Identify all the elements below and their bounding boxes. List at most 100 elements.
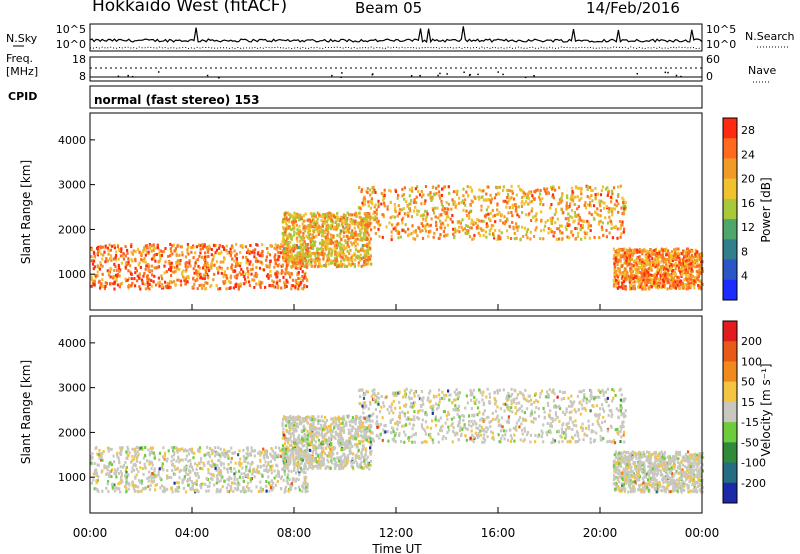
data-cell: [623, 275, 626, 278]
data-cell: [512, 225, 515, 229]
data-cell: [319, 264, 322, 268]
data-cell: [545, 192, 548, 196]
data-cell: [611, 213, 614, 217]
data-cell: [213, 272, 216, 276]
data-cell: [150, 467, 153, 471]
data-cell: [344, 241, 348, 245]
data-cell: [482, 219, 485, 223]
data-cell: [622, 252, 625, 256]
data-cell: [170, 446, 173, 449]
data-cell: [692, 282, 695, 286]
data-cell: [411, 189, 414, 193]
data-cell: [333, 426, 336, 430]
data-cell: [285, 258, 288, 261]
data-cell: [547, 227, 550, 231]
data-cell: [291, 278, 295, 282]
data-cell: [274, 272, 277, 276]
data-cell: [202, 284, 205, 288]
data-cell: [518, 187, 522, 191]
data-cell: [223, 466, 226, 470]
data-cell: [369, 451, 372, 455]
data-cell: [696, 262, 699, 266]
data-cell: [447, 202, 450, 206]
data-cell: [512, 197, 516, 201]
data-cell: [302, 258, 305, 262]
data-cell: [261, 489, 264, 493]
data-cell: [554, 208, 557, 212]
data-cell: [420, 202, 423, 206]
data-cell: [148, 264, 151, 268]
data-cell: [694, 255, 697, 258]
data-cell: [157, 473, 160, 477]
data-cell: [116, 487, 120, 491]
data-cell: [613, 262, 616, 266]
data-cell: [617, 285, 621, 289]
data-cell: [267, 475, 270, 479]
data-cell: [547, 231, 550, 235]
data-cell: [110, 448, 113, 451]
data-cell: [283, 490, 286, 494]
data-cell: [299, 236, 303, 240]
data-cell: [528, 212, 531, 216]
data-cell: [119, 453, 123, 456]
data-cell: [507, 199, 510, 203]
data-cell: [299, 230, 302, 234]
data-cell: [369, 193, 372, 197]
data-cell: [116, 283, 120, 287]
data-cell: [168, 262, 171, 266]
data-cell: [211, 452, 214, 456]
data-cell: [317, 427, 320, 430]
data-cell: [227, 483, 230, 487]
data-cell: [458, 230, 461, 234]
data-cell: [383, 201, 386, 205]
data-cell: [200, 457, 203, 460]
data-cell: [142, 472, 145, 476]
data-cell: [306, 489, 309, 493]
data-cell: [617, 269, 620, 273]
data-cell: [333, 424, 336, 428]
data-cell: [462, 208, 465, 212]
data-cell: [292, 217, 295, 221]
data-cell: [187, 452, 191, 456]
data-cell: [288, 226, 291, 230]
data-cell: [426, 212, 429, 216]
data-cell: [324, 241, 327, 245]
data-cell: [242, 448, 245, 452]
data-cell: [314, 240, 317, 244]
data-cell: [348, 420, 351, 424]
data-cell: [374, 203, 377, 207]
data-cell: [434, 215, 437, 219]
data-cell: [645, 269, 648, 273]
data-cell: [173, 265, 176, 269]
data-cell: [589, 185, 592, 189]
data-cell: [152, 249, 155, 252]
data-cell: [249, 480, 252, 484]
data-cell: [282, 478, 285, 482]
data-cell: [658, 255, 661, 259]
data-cell: [290, 257, 293, 261]
data-cell: [246, 266, 249, 270]
data-cell: [343, 218, 346, 222]
data-cell: [305, 250, 309, 254]
data-cell: [205, 255, 208, 259]
data-cell: [195, 269, 198, 273]
data-cell: [378, 235, 381, 238]
data-cell: [337, 217, 340, 221]
data-cell: [301, 248, 305, 252]
data-cell: [296, 245, 299, 249]
data-cell: [626, 276, 629, 280]
data-cell: [286, 476, 289, 480]
data-cell: [339, 261, 342, 265]
data-cell: [261, 249, 264, 253]
data-cell: [608, 231, 611, 235]
data-cell: [353, 461, 356, 465]
data-cell: [267, 276, 270, 280]
data-cell: [276, 272, 279, 276]
data-cell: [456, 189, 459, 193]
data-cell: [205, 287, 208, 290]
data-cell: [162, 446, 165, 450]
data-cell: [148, 453, 151, 457]
data-cell: [283, 215, 287, 219]
data-cell: [354, 233, 357, 237]
data-cell: [385, 225, 388, 229]
